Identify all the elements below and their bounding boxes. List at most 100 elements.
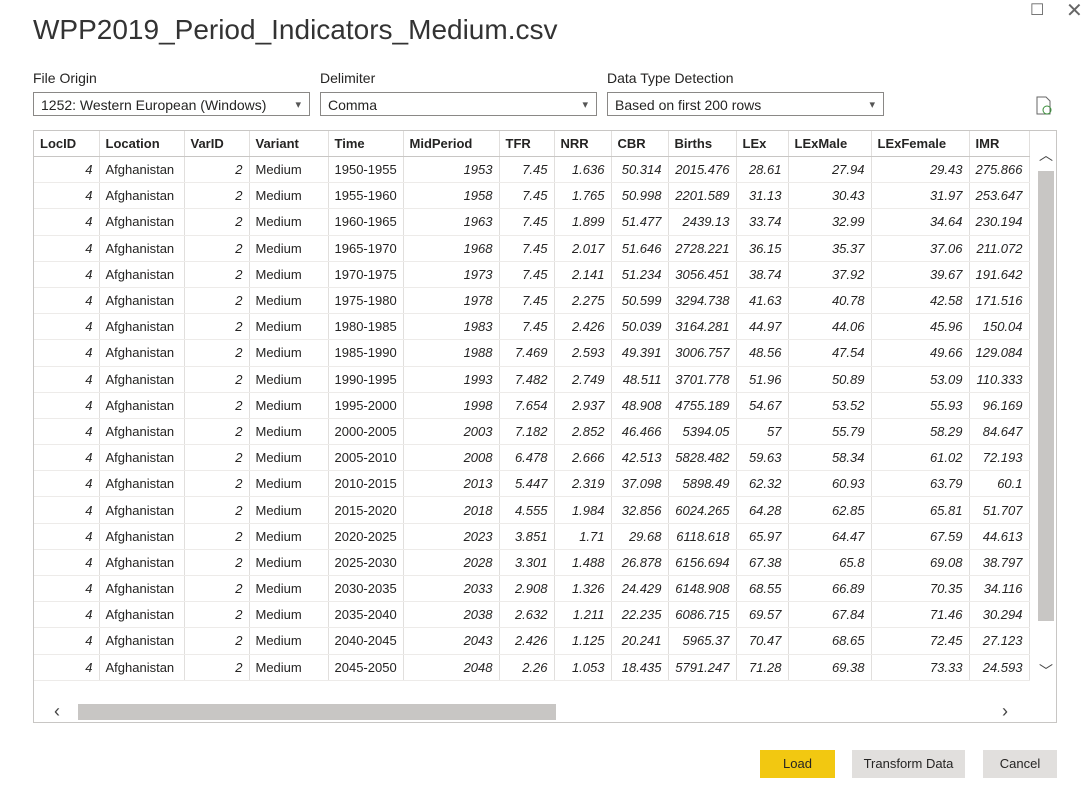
cell: 129.084 [969,339,1030,367]
cell: 7.45 [499,182,555,210]
data-row: 4 Afghanistan 2 Medium 2045-2050 2048 2.26 1.05… [34,654,1030,681]
cell: 4 [34,470,100,498]
file-origin-dropdown[interactable]: 1252: Western European (Windows) [33,92,310,117]
column-header: NRR [554,131,612,157]
cell: 47.54 [788,339,872,367]
transform-button[interactable]: Transform Data [852,750,965,778]
cell: 27.123 [969,627,1030,655]
cell: Medium [249,654,329,681]
cell: Afghanistan [99,575,185,603]
cell: 4 [34,261,100,288]
cell: 67.38 [736,549,789,577]
cell: 46.466 [611,418,669,446]
load-button[interactable]: Load [760,750,835,778]
cell: 4 [34,627,100,655]
cell: 67.84 [788,601,872,629]
detection-label: Data Type Detection [607,70,734,86]
cell: 2 [184,418,250,446]
cell: 2000-2005 [328,418,404,446]
cell: Medium [249,575,329,603]
cell: 71.28 [736,654,789,681]
cell: 2015.476 [668,156,737,184]
cancel-button[interactable]: Cancel [983,750,1057,778]
cell: 24.429 [611,575,669,603]
cell: 2.319 [554,470,612,498]
column-header: Time [328,131,404,157]
cell: 53.09 [871,366,970,393]
cell: 5965.37 [668,627,737,655]
cell: 1988 [403,339,500,367]
cell: 1995-2000 [328,392,404,419]
column-header: LEx [736,131,789,157]
cell: 31.97 [871,182,970,210]
cell: 2.666 [554,444,612,472]
cell: 3.851 [499,523,555,550]
vertical-scrollbar[interactable]: ︿ ﹀ [1035,131,1056,701]
cell: 5898.49 [668,470,737,498]
cell: 6148.908 [668,575,737,603]
cell: 30.294 [969,601,1030,629]
cell: 2 [184,261,250,288]
cell: 4 [34,549,100,577]
cell: Afghanistan [99,549,185,577]
cell: 68.55 [736,575,789,603]
cell: 4 [34,156,100,184]
cell: 1975-1980 [328,287,404,315]
cell: 2010-2015 [328,470,404,498]
cell: 2.275 [554,287,612,315]
cell: 7.654 [499,392,555,419]
data-row: 4 Afghanistan 2 Medium 2000-2005 2003 7.182 2.8… [34,418,1030,446]
cell: 1970-1975 [328,261,404,288]
cell: Afghanistan [99,366,185,393]
refresh-icon[interactable] [1033,95,1055,117]
cell: Afghanistan [99,444,185,472]
cell: 1953 [403,156,500,184]
cell: 65.8 [788,549,872,577]
cell: 2028 [403,549,500,577]
cell: Afghanistan [99,601,185,629]
detection-dropdown[interactable]: Based on first 200 rows [607,92,884,117]
cell: 84.647 [969,418,1030,446]
close-button[interactable]: ✕ [1066,0,1083,22]
cell: 2033 [403,575,500,603]
cell: 65.81 [871,496,970,524]
cell: Medium [249,444,329,472]
cell: 1.211 [554,601,612,629]
cell: Medium [249,287,329,315]
delimiter-dropdown[interactable]: Comma [320,92,597,117]
cell: 7.45 [499,208,555,236]
cell: 4 [34,444,100,472]
cell: Afghanistan [99,156,185,184]
cell: 2.017 [554,235,612,262]
cell: Afghanistan [99,523,185,550]
column-header: Births [668,131,737,157]
cell: 230.194 [969,208,1030,236]
cell: 1955-1960 [328,182,404,210]
cell: 24.593 [969,654,1030,681]
cell: 1990-1995 [328,366,404,393]
cell: 2 [184,444,250,472]
cell: 42.58 [871,287,970,315]
maximize-button[interactable]: ☐ [1030,2,1045,19]
cell: 45.96 [871,313,970,341]
cell: 5.447 [499,470,555,498]
cell: 4 [34,182,100,210]
cell: 72.193 [969,444,1030,472]
cell: 37.098 [611,470,669,498]
cell: 5791.247 [668,654,737,681]
cell: 150.04 [969,313,1030,341]
cell: 1.71 [554,523,612,550]
cell: 1960-1965 [328,208,404,236]
cell: 2 [184,339,250,367]
cell: 20.241 [611,627,669,655]
cell: 4755.189 [668,392,737,419]
cell: 4 [34,313,100,341]
horizontal-scrollbar[interactable]: ‹ › [34,701,1056,722]
cell: 2045-2050 [328,654,404,681]
cell: 2008 [403,444,500,472]
cell: 1980-1985 [328,313,404,341]
cell: 7.469 [499,339,555,367]
cell: Medium [249,339,329,367]
cell: 49.391 [611,339,669,367]
